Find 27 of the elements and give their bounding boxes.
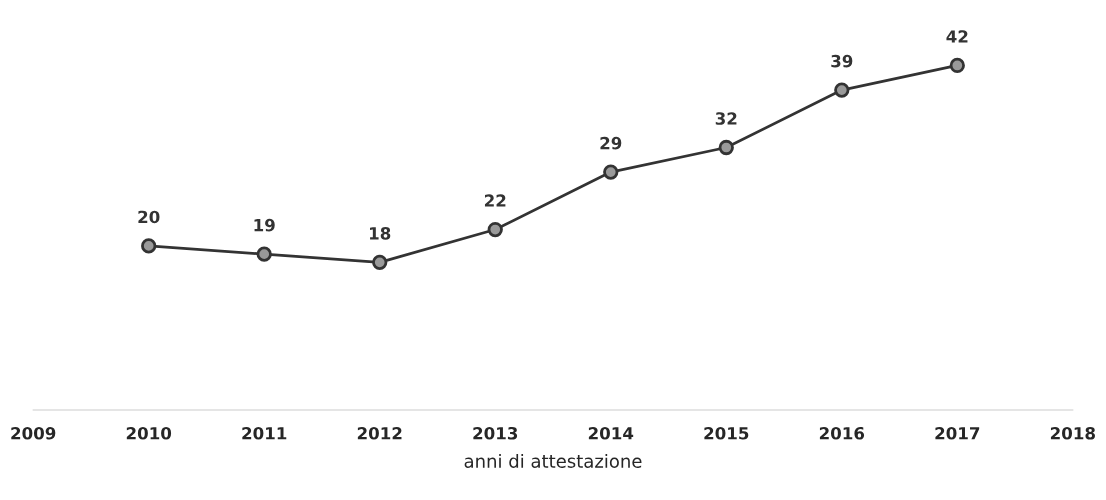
x-tick-label: 2009: [11, 426, 56, 440]
x-tick-label: 2014: [588, 426, 634, 440]
x-tick-label: 2013: [473, 426, 518, 440]
data-label: 22: [484, 194, 506, 207]
data-label: 39: [831, 54, 853, 68]
x-tick-label: 2015: [704, 426, 749, 440]
x-tick-label: 2016: [819, 426, 865, 440]
data-label: 42: [946, 30, 968, 43]
point: [718, 139, 734, 156]
data-label: 20: [138, 210, 160, 224]
point: [834, 82, 850, 98]
x-tick-label: 2018: [1050, 426, 1095, 440]
data-label: 18: [370, 227, 391, 240]
point: [487, 221, 503, 238]
point: [603, 164, 619, 180]
point: [372, 254, 388, 270]
x-tick-label: 2010: [126, 426, 172, 440]
x-tick-label: 2017: [935, 426, 980, 440]
point: [141, 238, 157, 254]
x-axis-title: anni di attestazione: [464, 453, 642, 468]
data-label: 29: [600, 136, 622, 150]
point: [949, 57, 965, 74]
data-label: 32: [715, 112, 737, 125]
x-tick-label: 2011: [242, 426, 287, 440]
point: [256, 246, 272, 262]
x-tick-label: 2012: [357, 426, 402, 440]
data-label: 19: [254, 218, 275, 232]
